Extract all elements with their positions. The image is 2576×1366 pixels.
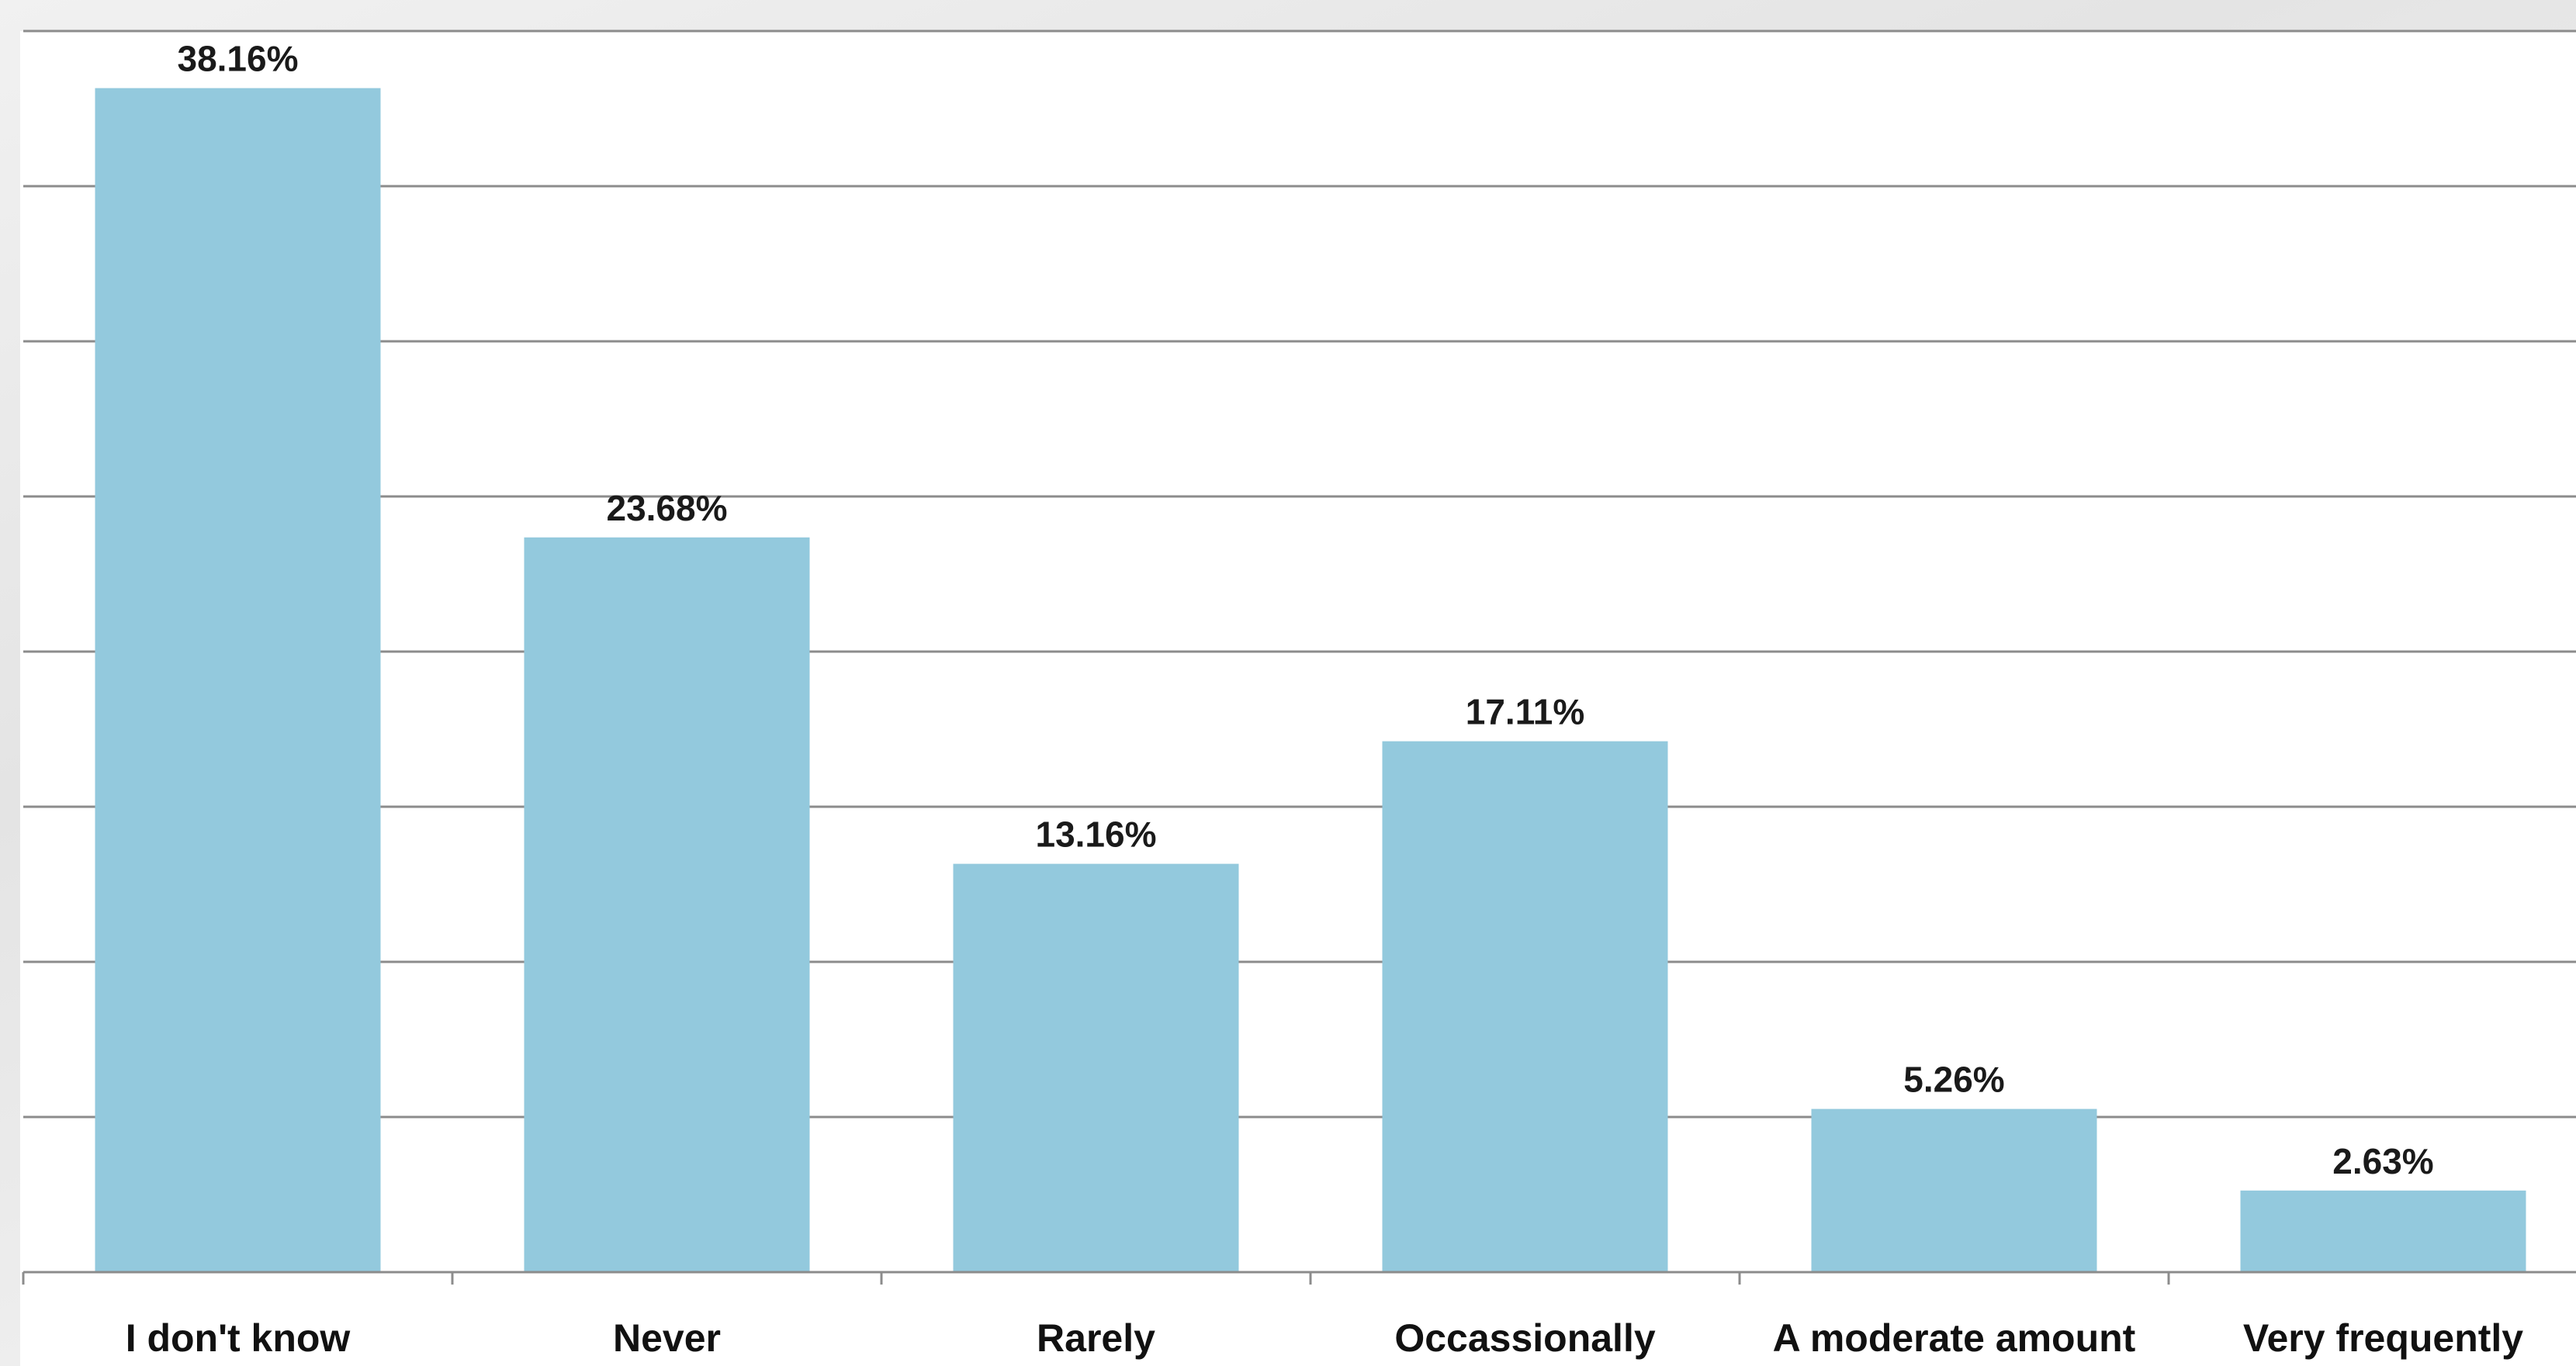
category-label-5: Very frequently [2243,1316,2523,1360]
bar-5 [2240,1190,2526,1272]
data-label-2: 13.16% [1035,814,1156,855]
bar-1 [524,537,810,1272]
data-labels: 38.16% 23.68% 13.16% 17.11% 5.26% 2.63% [177,39,2433,1181]
x-axis [22,1271,2576,1285]
category-label-0: I don't know [126,1316,351,1360]
category-labels: I don't know Never Rarely Occassionally A mo… [126,1316,2524,1360]
category-label-3: Occassionally [1394,1316,1655,1360]
bars [95,88,2526,1273]
bar-4 [1811,1108,2097,1272]
bar-2 [953,863,1239,1272]
data-label-3: 17.11% [1466,692,1584,732]
bar-0 [95,88,381,1273]
data-label-4: 5.26% [1903,1060,2004,1100]
data-label-1: 23.68% [606,488,727,528]
category-label-1: Never [613,1316,721,1360]
gridlines [23,29,2576,1119]
plot-area [20,31,2576,1366]
category-label-4: A moderate amount [1773,1316,2136,1360]
data-label-5: 2.63% [2332,1141,2433,1181]
bar-3 [1382,741,1668,1272]
data-label-0: 38.16% [177,39,298,79]
category-label-2: Rarely [1037,1316,1155,1360]
